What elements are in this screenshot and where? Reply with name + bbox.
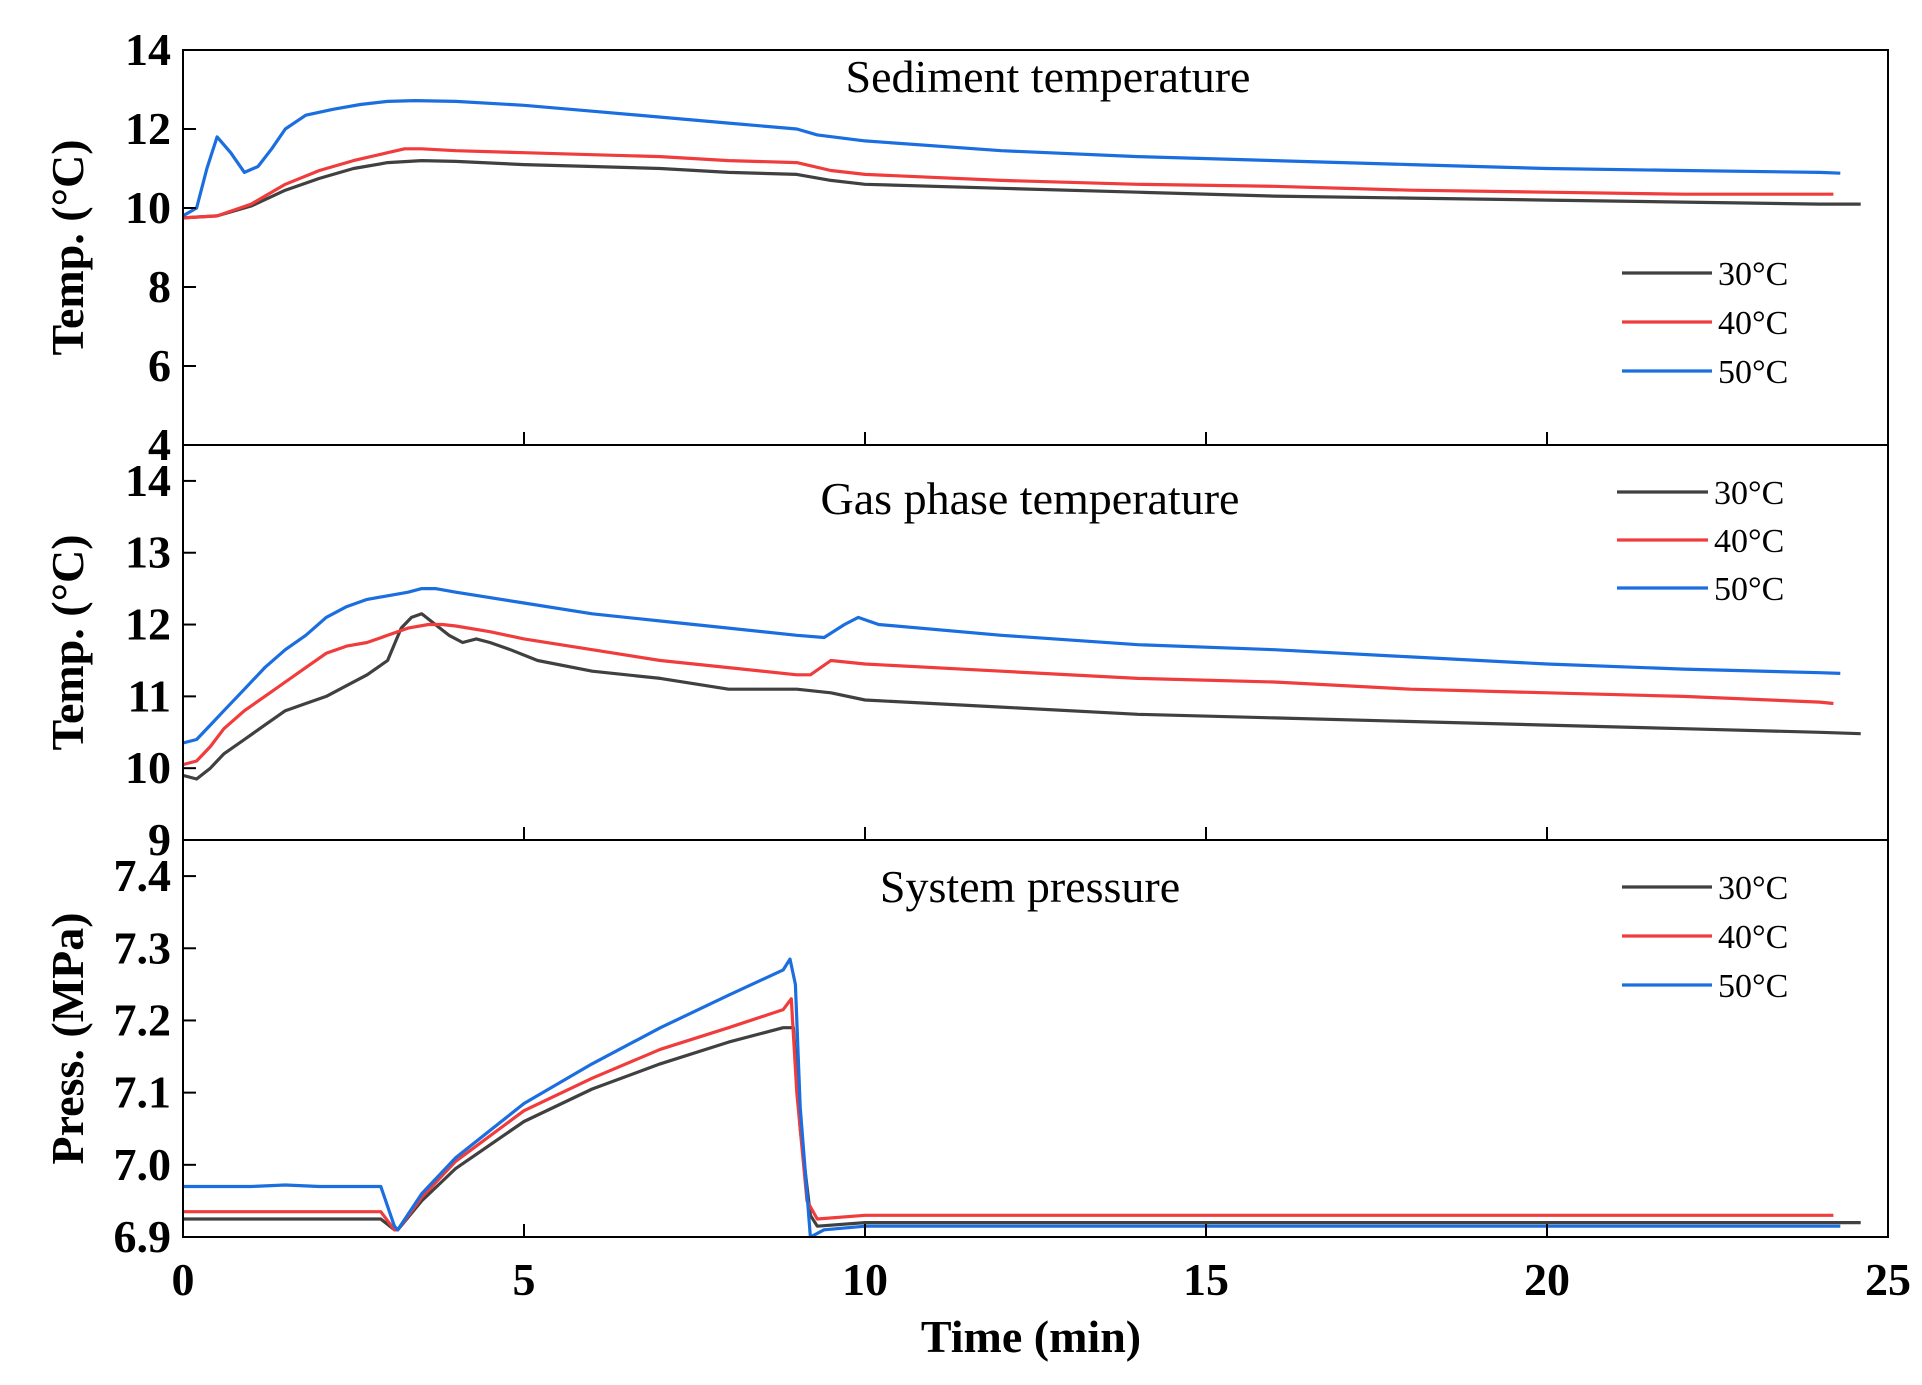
ytick-label-sediment-1: 6 [148,340,171,391]
legend-label-sediment-2: 50°C [1718,354,1788,391]
series-line-sediment-2 [183,99,1841,218]
ytick-label-gas-3: 12 [125,599,171,650]
ytick-label-gas-5: 14 [125,455,171,506]
legend-gas: 30°C 40°C 50°C [1617,475,1784,608]
ytick-label-gas-4: 13 [125,527,171,578]
ytick-label-gas-2: 11 [128,670,171,721]
series-line-pressure-1 [183,997,1834,1232]
panel-sediment: 4 6 8 10 12 14 Temp. (°C) Sediment temperature 3… [42,24,1889,470]
panel-gas: 9 10 11 12 13 14 Temp. (°C) Gas phase temperatu… [42,444,1889,865]
ytick-label-sediment-5: 14 [125,24,171,75]
legend-label-sediment-0: 30°C [1718,256,1788,293]
ytick-label-sediment-3: 10 [125,182,171,233]
ylabel-pressure: Press. (MPa) [42,912,93,1164]
legend-label-gas-1: 40°C [1714,523,1784,560]
xtick-label-1: 5 [513,1254,536,1305]
ytick-label-pressure-5: 7.4 [114,850,172,901]
ytick-label-sediment-0: 4 [148,419,171,470]
ytick-label-gas-1: 10 [125,742,171,793]
panel-title-gas: Gas phase temperature [821,473,1240,524]
legend-label-pressure-2: 50°C [1718,968,1788,1005]
legend-label-pressure-1: 40°C [1718,919,1788,956]
series-line-sediment-0 [183,159,1861,220]
series-line-pressure-0 [183,1026,1861,1232]
xtick-label-0: 0 [172,1254,195,1305]
legend-sediment: 30°C 40°C 50°C [1622,256,1788,391]
ytick-label-pressure-0: 6.9 [114,1211,172,1262]
ytick-label-pressure-3: 7.2 [114,994,172,1045]
ytick-label-sediment-2: 8 [148,261,171,312]
legend-pressure: 30°C 40°C 50°C [1622,870,1788,1005]
legend-label-gas-0: 30°C [1714,475,1784,512]
ylabel-gas: Temp. (°C) [42,534,93,750]
series-line-gas-0 [183,612,1861,781]
panel-pressure: 6.9 7.0 7.1 7.2 7.3 7.4 Press. (MPa) System pre… [42,839,1889,1262]
xtick-label-4: 20 [1524,1254,1570,1305]
xtick-label-5: 25 [1865,1254,1911,1305]
series-line-pressure-2 [183,957,1841,1237]
ytick-label-pressure-4: 7.3 [114,922,172,973]
series-line-sediment-1 [183,147,1834,220]
panel-title-sediment: Sediment temperature [846,51,1251,102]
ytick-label-sediment-4: 12 [125,103,171,154]
xtick-label-2: 10 [842,1254,888,1305]
legend-label-sediment-1: 40°C [1718,305,1788,342]
xtick-label-3: 15 [1183,1254,1229,1305]
ylabel-sediment: Temp. (°C) [42,139,93,355]
ytick-label-pressure-1: 7.0 [114,1139,172,1190]
ytick-label-pressure-2: 7.1 [114,1067,172,1118]
plot-frame-sediment [182,49,1889,446]
series-line-gas-1 [183,622,1834,767]
legend-label-pressure-0: 30°C [1718,870,1788,907]
panel-title-pressure: System pressure [880,861,1180,912]
legend-label-gas-2: 50°C [1714,571,1784,608]
series-line-gas-2 [183,587,1841,745]
ytick-label-gas-0: 9 [148,814,171,865]
xlabel: Time (min) [921,1311,1141,1362]
plot-frame-pressure [182,839,1889,1238]
